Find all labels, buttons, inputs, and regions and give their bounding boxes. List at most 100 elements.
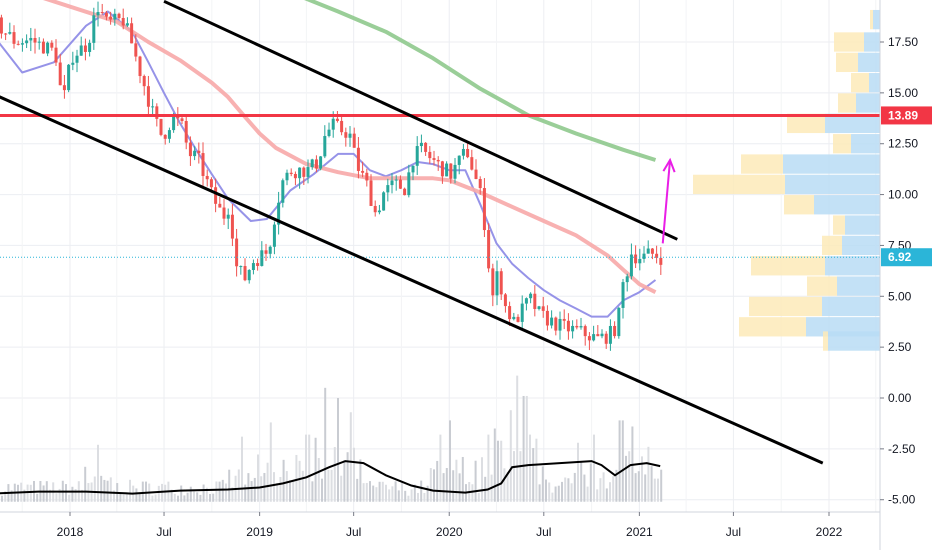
volume-bar — [429, 468, 432, 502]
candle-body — [146, 86, 150, 107]
candle-body — [277, 202, 281, 225]
candle-body — [361, 170, 365, 173]
candle-body — [545, 310, 549, 326]
candle-body — [436, 159, 440, 162]
volume-bar — [4, 491, 7, 502]
volume-bar — [423, 492, 426, 502]
moving-average-line — [42, 0, 657, 294]
volume-bar — [532, 448, 535, 502]
volume-bar — [84, 466, 87, 502]
volume-bar — [289, 480, 291, 502]
volume-bar — [260, 476, 263, 502]
volume-bar — [292, 481, 295, 502]
candle-body — [646, 248, 650, 254]
volume-bar — [394, 481, 397, 502]
candle-body — [529, 293, 533, 299]
volume-bar — [522, 395, 525, 502]
volume-bar — [305, 434, 307, 502]
y-tick-label: 17.50 — [888, 35, 918, 49]
candle-body — [113, 13, 117, 20]
candle-body — [331, 118, 335, 130]
candle-body — [428, 151, 432, 159]
volume-bar — [570, 483, 573, 502]
candle-body — [440, 161, 444, 177]
candle-body — [541, 306, 545, 311]
volume-bar — [301, 470, 304, 502]
volume-bar — [103, 479, 106, 502]
profile-bar-sell — [693, 174, 785, 195]
volume-bar — [81, 489, 83, 502]
volume-bar — [433, 469, 435, 502]
volume-bar — [202, 484, 205, 502]
volume-bar — [593, 434, 595, 502]
candle-body — [142, 76, 146, 87]
volume-bar — [365, 482, 368, 502]
profile-bar-sell — [838, 93, 856, 113]
profile-bar-sell — [822, 235, 842, 256]
candle-body — [415, 146, 419, 166]
volume-bar — [647, 446, 650, 502]
profile-bar-buy — [825, 256, 880, 276]
profile-bar-buy — [873, 9, 880, 30]
volume-bar — [545, 479, 547, 502]
candle-body — [503, 294, 507, 307]
candle-body — [365, 172, 369, 181]
profile-bar-buy — [828, 331, 880, 351]
volume-bar — [602, 472, 605, 502]
channel-line-lower — [0, 95, 824, 465]
volume-bar — [109, 477, 112, 502]
volume-bar — [385, 484, 387, 502]
candle-body — [197, 150, 201, 154]
candle-body — [83, 45, 87, 52]
volume-bar — [180, 485, 183, 502]
candle-body — [398, 179, 402, 189]
candle-body — [193, 150, 197, 157]
candle-body — [608, 325, 612, 344]
volume-bars — [1, 375, 663, 502]
candle-body — [323, 136, 327, 157]
candle-body — [104, 12, 108, 17]
candle-body — [579, 326, 583, 328]
volume-bar — [308, 434, 311, 502]
candle-body — [268, 246, 272, 254]
candle-body — [575, 325, 579, 328]
profile-bar-sell — [741, 154, 783, 174]
candle-body — [340, 120, 344, 133]
volume-bar — [442, 473, 445, 502]
candle-body — [495, 271, 499, 296]
volume-bar — [215, 481, 218, 502]
candle-body — [566, 320, 570, 332]
volume-bar — [183, 495, 186, 502]
profile-bar-sell — [834, 32, 864, 52]
candle-body — [243, 266, 247, 281]
y-tick-label: -5.00 — [888, 493, 916, 507]
candle-body — [125, 23, 129, 26]
candle-body — [638, 258, 642, 264]
volume-bar — [129, 479, 131, 502]
volume-bar — [113, 490, 115, 502]
x-tick-label: Jul — [536, 525, 551, 539]
volume-bar — [42, 485, 45, 502]
volume-bar — [177, 495, 179, 502]
candle-body — [613, 325, 617, 337]
volume-bar — [618, 420, 621, 502]
candle-body — [4, 33, 8, 35]
volume-bar — [637, 471, 640, 502]
price-label-box — [881, 248, 932, 267]
candle-body — [247, 270, 251, 281]
candle-body — [306, 167, 310, 177]
volume-bar — [529, 434, 531, 502]
volume-bar — [225, 483, 227, 502]
profile-bar-buy — [845, 215, 880, 235]
volume-bar — [548, 482, 551, 502]
candle-body — [188, 142, 192, 157]
volume-bar — [375, 487, 378, 502]
candle-body — [499, 271, 503, 295]
volume-bar — [509, 410, 512, 502]
volume-bar — [333, 447, 336, 502]
volume-bar — [605, 488, 608, 502]
candle-body — [121, 17, 125, 26]
candle-body — [184, 120, 188, 143]
